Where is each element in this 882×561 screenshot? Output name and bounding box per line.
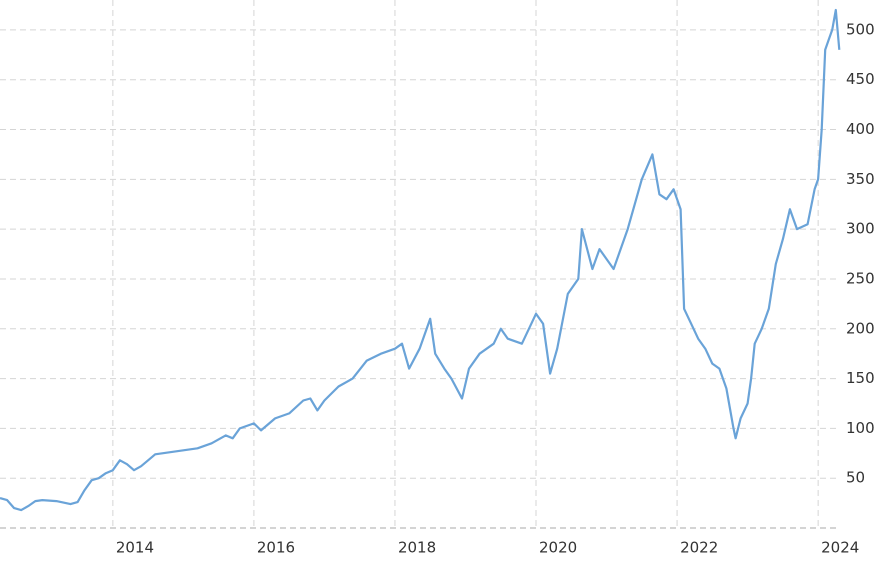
x-tick-label: 2020 (539, 539, 577, 557)
x-tick-label: 2018 (398, 539, 436, 557)
x-tick-label: 2022 (680, 539, 718, 557)
y-tick-label: 300 (846, 220, 875, 238)
y-tick-label: 500 (846, 20, 875, 38)
x-tick-label: 2016 (257, 539, 295, 557)
y-tick-label: 150 (846, 369, 875, 387)
y-tick-label: 200 (846, 319, 875, 337)
y-tick-label: 450 (846, 70, 875, 88)
x-tick-label: 2014 (116, 539, 154, 557)
y-tick-label: 350 (846, 170, 875, 188)
x-tick-label: 2024 (821, 539, 859, 557)
price-line (0, 8, 841, 512)
y-tick-label: 50 (846, 469, 865, 487)
y-tick-label: 400 (846, 120, 875, 138)
y-tick-label: 250 (846, 269, 875, 287)
y-tick-label: 100 (846, 419, 875, 437)
